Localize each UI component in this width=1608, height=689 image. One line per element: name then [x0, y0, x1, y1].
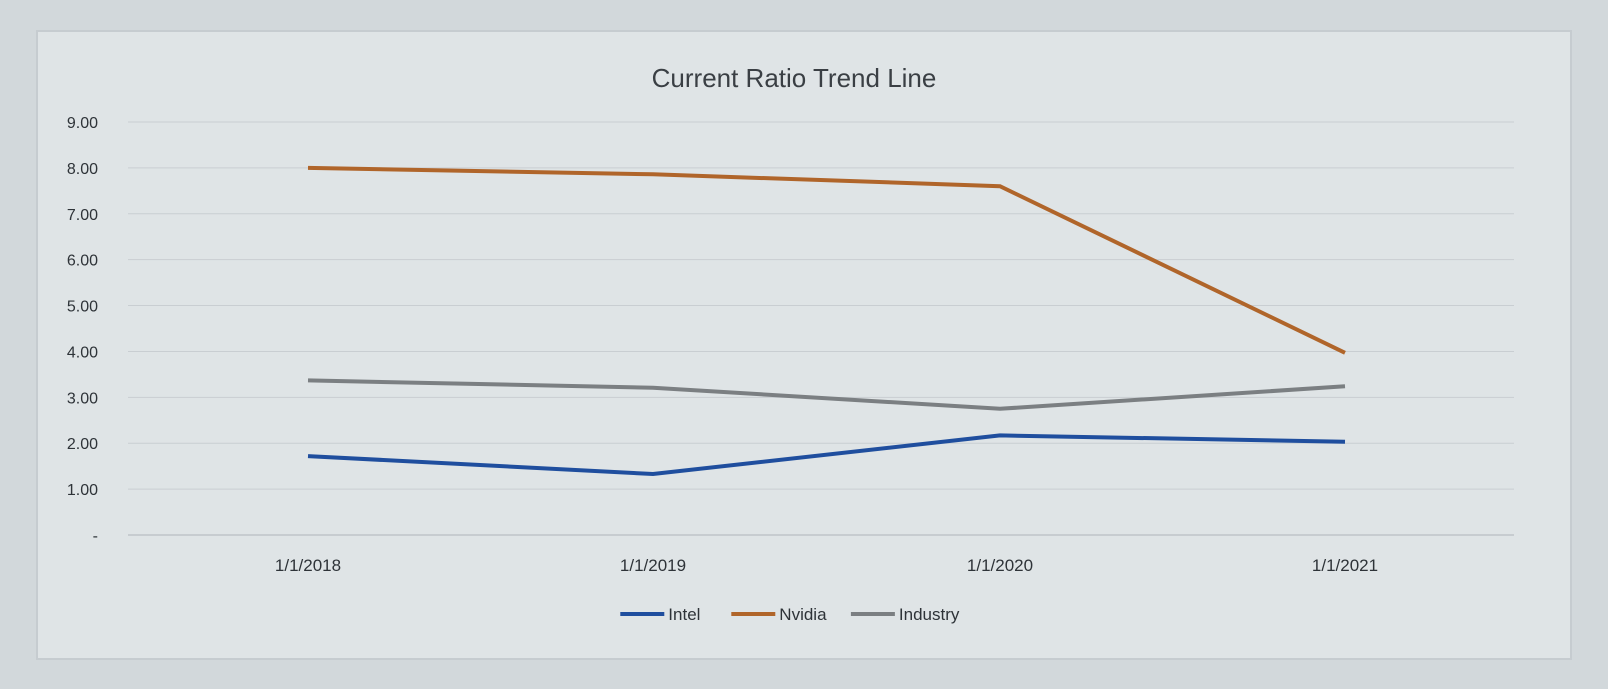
x-tick-label: 1/1/2019: [620, 556, 686, 575]
y-tick-label: 9.00: [67, 115, 98, 132]
legend-label: Industry: [899, 605, 960, 624]
y-tick-label: 4.00: [67, 344, 98, 361]
series-line-industry: [307, 378, 1346, 411]
series-lines: [307, 165, 1346, 477]
series-line-nvidia: [307, 165, 1346, 355]
legend: Intel Nvidia Industry: [620, 605, 960, 624]
y-tick-label: 2.00: [67, 436, 98, 453]
y-tick-label: 8.00: [67, 161, 98, 178]
y-tick-label: 6.00: [67, 253, 98, 270]
y-axis-ticks: - 1.00 2.00 3.00 4.00 5.00 6.00 7.00 8.00 9.00: [67, 115, 98, 545]
y-tick-label: 5.00: [67, 299, 98, 316]
line-chart: Current Ratio Trend Line - 1.00 2.00 3.00 4.…: [67, 63, 1514, 624]
y-tick-label: 7.00: [67, 207, 98, 224]
gridlines: [128, 121, 1514, 536]
chart-title: Current Ratio Trend Line: [652, 63, 937, 93]
chart-frame: Current Ratio Trend Line - 1.00 2.00 3.00 4.…: [36, 30, 1572, 660]
series-line-intel: [307, 433, 1346, 477]
legend-label: Intel: [668, 605, 700, 624]
y-tick-label: -: [93, 528, 98, 545]
y-tick-label: 1.00: [67, 482, 98, 499]
legend-label: Nvidia: [779, 605, 827, 624]
x-tick-label: 1/1/2018: [275, 556, 341, 575]
y-tick-label: 3.00: [67, 390, 98, 407]
x-axis-ticks: 1/1/2018 1/1/2019 1/1/2020 1/1/2021: [275, 556, 1378, 575]
x-tick-label: 1/1/2021: [1312, 556, 1378, 575]
x-tick-label: 1/1/2020: [967, 556, 1033, 575]
